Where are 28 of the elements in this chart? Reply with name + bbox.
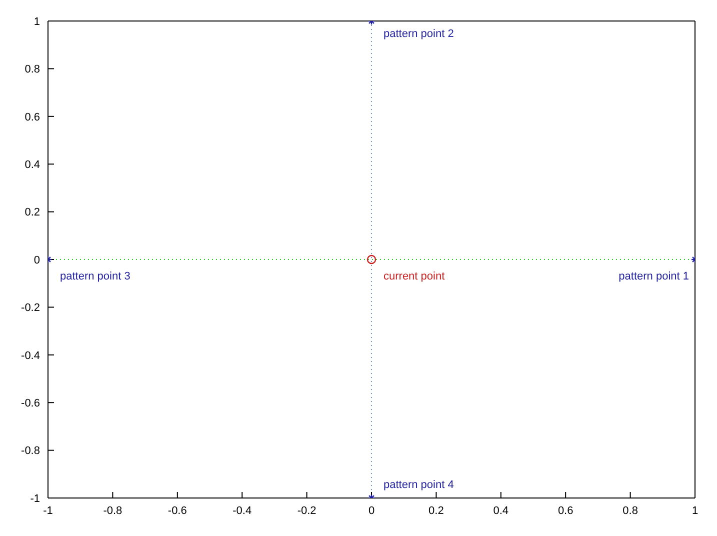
- y-tick-label: 0.4: [24, 159, 40, 172]
- y-tick-label: 0: [34, 254, 40, 266]
- y-tick-label: 0.6: [24, 111, 40, 124]
- y-tick-label: -0.2: [21, 302, 40, 314]
- y-tick-label: -1: [30, 492, 40, 505]
- annotation: pattern point 1: [618, 270, 689, 282]
- x-tick-label: 0: [368, 504, 375, 517]
- y-tick-label: -0.8: [21, 445, 40, 458]
- x-tick-label: -0.8: [103, 504, 122, 517]
- x-tick-label: 0.8: [622, 504, 638, 517]
- x-tick-label: -0.6: [168, 504, 187, 517]
- y-tick-label: 0.8: [24, 64, 40, 76]
- x-tick-label: 0.2: [428, 504, 444, 517]
- annotation: pattern point 4: [384, 479, 454, 491]
- x-tick-label: -0.2: [297, 504, 316, 517]
- x-tick-label: -1: [43, 504, 53, 517]
- x-tick-label: 0.6: [558, 504, 574, 517]
- point: [366, 254, 376, 264]
- y-tick-label: 0.2: [24, 206, 40, 219]
- annotation: current point: [384, 270, 445, 282]
- y-tick-label: -0.4: [21, 350, 40, 362]
- x-tick-label: 1: [692, 504, 698, 517]
- annotation: pattern point 2: [384, 28, 454, 40]
- y-tick-label: -0.6: [21, 398, 40, 410]
- y-tick-label: 1: [34, 16, 40, 28]
- x-tick-label: -0.4: [232, 504, 252, 517]
- x-tick-label: 0.4: [493, 504, 509, 517]
- annotation: pattern point 3: [60, 270, 130, 282]
